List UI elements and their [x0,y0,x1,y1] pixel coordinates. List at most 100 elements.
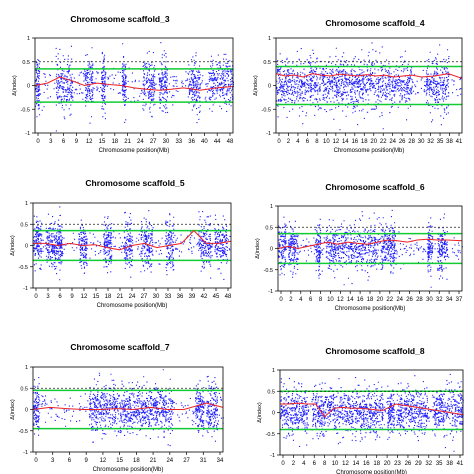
x-axis-label: Chromosome position(Mb) [93,467,164,473]
x-tick-label: 33 [165,294,172,300]
x-tick-label: 41 [457,461,464,467]
y-tick-label: -0.5 [262,107,271,113]
x-tick-label: 15 [93,294,100,300]
y-axis-label: Δ(index) [10,235,16,256]
x-tick-label: 22 [386,297,393,303]
x-tick-label: 0 [279,297,283,303]
y-axis-label: Δ(index) [253,75,259,96]
scatter-points [280,373,464,452]
y-tick-label: -0.5 [266,432,275,438]
x-tick-label: 16 [351,139,358,145]
x-tick-label: 14 [347,297,354,303]
y-tick-label: 1 [25,365,28,371]
x-tick-label: 27 [141,294,148,300]
x-tick-label: 26 [399,139,406,145]
x-tick-label: 18 [105,294,112,300]
data-points [280,373,464,452]
y-tick-label: -0.5 [21,107,30,113]
x-axis-label: Chromosome position(Mb) [335,306,406,312]
x-tick-label: 21 [150,458,157,464]
x-tick-label: 24 [396,297,403,303]
scatter-points [33,206,231,281]
x-tick-label: 45 [213,294,220,300]
chart-title: Chromosome scaffold_7 [70,342,169,352]
chart-panel-5: Chromosome scaffold_7 -1 -0.5 0 0.5 1 Δ(index)… [10,342,224,473]
x-tick-label: 3 [46,294,50,300]
x-axis-label: Chromosome position(Mb) [336,470,407,474]
y-axis-label: Δ(index) [255,238,261,259]
chart-panel-3: Chromosome scaffold_5 -1 -0.5 0 0.5 1 Δ(index)… [10,178,232,309]
scatter-points [278,209,463,288]
y-axis-label: Δ(index) [12,75,18,96]
chart-panel-2: Chromosome scaffold_4 -1 -0.5 0 0.5 1 Δ(index)… [253,18,463,154]
y-axis-label: Δ(index) [257,402,263,423]
x-tick-label: 2 [292,461,296,467]
smoothed-index-line [277,238,463,250]
x-tick-label: 6 [306,139,310,145]
x-tick-label: 9 [70,294,74,300]
x-tick-label: 6 [58,294,62,300]
y-tick-label: 0.5 [265,225,273,231]
x-tick-label: 35 [437,139,444,145]
x-tick-label: 6 [68,458,72,464]
x-tick-label: 36 [177,294,184,300]
smoothed-index-line [280,402,464,418]
y-tick-label: 1 [270,204,273,210]
x-tick-label: 38 [446,139,453,145]
x-tick-label: 10 [327,297,334,303]
smoothed-index-line [34,76,234,91]
y-tick-label: 1 [272,368,275,374]
x-tick-label: 12 [337,297,344,303]
x-tick-label: 20 [377,297,384,303]
x-tick-label: 30 [153,294,160,300]
x-tick-label: 48 [227,139,234,145]
x-tick-label: 42 [201,294,208,300]
x-tick-label: 48 [225,294,232,300]
y-tick-label: 1 [268,36,271,42]
x-tick-label: 27 [150,139,157,145]
x-tick-label: 15 [116,458,123,464]
x-tick-label: 20 [384,461,391,467]
x-tick-label: 14 [353,461,360,467]
x-tick-label: 0 [34,458,38,464]
x-tick-label: 29 [415,461,422,467]
x-tick-label: 6 [313,461,317,467]
x-tick-label: 3 [49,139,53,145]
x-tick-label: 30 [163,139,170,145]
x-tick-label: 12 [100,458,107,464]
x-tick-label: 2 [287,139,291,145]
x-tick-label: 8 [315,139,319,145]
x-tick-label: 4 [296,139,300,145]
x-tick-label: 6 [309,297,313,303]
x-tick-label: 34 [217,458,224,464]
x-tick-label: 21 [124,139,131,145]
x-tick-label: 32 [425,461,432,467]
y-tick-label: -1 [23,286,28,292]
x-tick-label: 23 [394,461,401,467]
chart-panel-4: Chromosome scaffold_6 -1 -0.5 0 0.5 1 Δ(index)… [255,182,463,312]
x-tick-label: 30 [426,297,433,303]
y-tick-label: 0.5 [22,60,30,66]
x-tick-label: 12 [81,294,88,300]
x-tick-label: 9 [85,458,89,464]
x-tick-label: 4 [302,461,306,467]
x-tick-label: 41 [456,139,463,145]
scatter-points [276,42,462,131]
x-tick-label: 28 [416,297,423,303]
x-tick-label: 12 [332,139,339,145]
y-tick-label: 0 [27,84,30,90]
x-tick-label: 0 [34,294,38,300]
x-tick-label: 18 [111,139,118,145]
scatter-points [33,369,224,447]
x-tick-label: 18 [367,297,374,303]
y-tick-label: -0.5 [19,429,28,435]
chart-title: Chromosome scaffold_3 [70,14,169,24]
x-axis-label: Chromosome position(Mb) [99,148,170,154]
x-tick-label: 33 [175,139,182,145]
x-tick-label: 26 [406,297,413,303]
y-tick-label: -0.5 [264,268,273,274]
y-axis-label: Δ(index) [10,399,16,420]
y-tick-label: -1 [268,289,273,295]
chart-title: Chromosome scaffold_5 [85,178,184,188]
